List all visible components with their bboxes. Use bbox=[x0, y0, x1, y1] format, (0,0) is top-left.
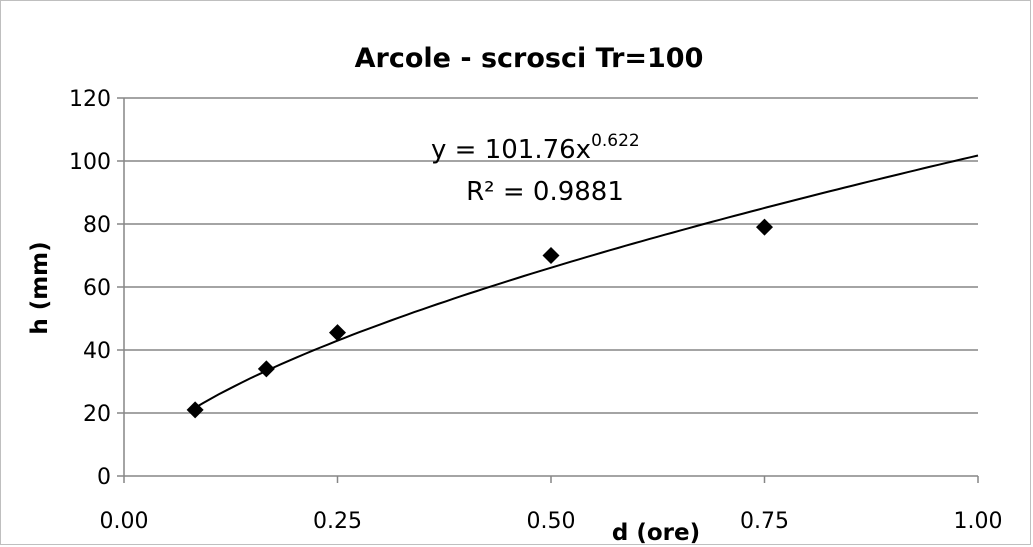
y-tick-label: 60 bbox=[83, 276, 111, 301]
trendline-equation-exponent: 0.622 bbox=[591, 131, 640, 151]
y-tick-label: 80 bbox=[83, 213, 111, 238]
trendline bbox=[194, 154, 979, 409]
x-tick-label: 0.50 bbox=[527, 509, 576, 534]
x-tick-labels: 0.00 0.25 0.50 0.75 1.00 bbox=[100, 509, 1003, 534]
data-point bbox=[542, 247, 560, 264]
chart-title: Arcole - scrosci Tr=100 bbox=[355, 43, 704, 74]
data-points bbox=[186, 218, 773, 419]
x-axis-title: d (ore) bbox=[612, 520, 700, 546]
axes bbox=[123, 98, 979, 483]
data-point bbox=[186, 401, 204, 419]
x-tick-label: 0.00 bbox=[100, 509, 149, 534]
grid-lines bbox=[117, 97, 978, 477]
x-tick-label: 0.75 bbox=[740, 509, 789, 534]
trendline-equation: y = 101.76x0.622 bbox=[431, 131, 640, 165]
y-tick-label: 20 bbox=[83, 402, 111, 427]
y-tick-label: 120 bbox=[69, 87, 111, 112]
data-point bbox=[257, 360, 275, 378]
data-point bbox=[756, 218, 773, 236]
r-squared-label: R² = 0.9881 bbox=[466, 177, 624, 207]
y-tick-label: 0 bbox=[97, 465, 111, 490]
x-tick-label: 1.00 bbox=[954, 509, 1003, 534]
x-tick-label: 0.25 bbox=[313, 509, 362, 534]
y-tick-labels: 0 20 40 60 80 100 120 bbox=[69, 87, 111, 490]
y-tick-label: 40 bbox=[83, 339, 111, 364]
data-point bbox=[329, 324, 346, 342]
trendline-equation-main: y = 101.76x bbox=[431, 135, 591, 165]
y-axis-title: h (mm) bbox=[27, 241, 53, 334]
y-tick-label: 100 bbox=[69, 150, 111, 175]
